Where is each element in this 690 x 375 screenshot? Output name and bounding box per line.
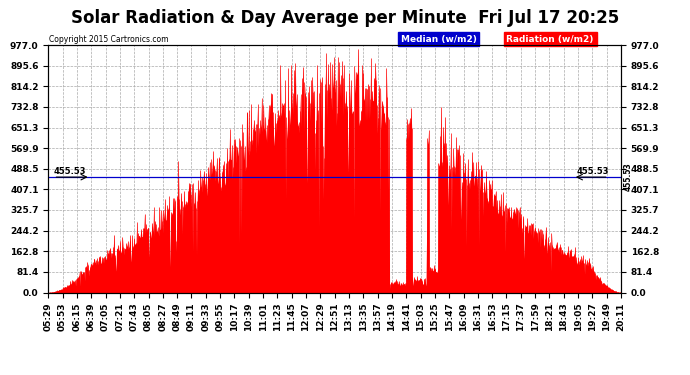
Text: 455.53: 455.53 xyxy=(576,167,609,176)
Text: 455.53: 455.53 xyxy=(624,163,633,192)
Text: Radiation (w/m2): Radiation (w/m2) xyxy=(506,35,594,44)
Text: 455.53: 455.53 xyxy=(54,167,86,176)
Text: Solar Radiation & Day Average per Minute  Fri Jul 17 20:25: Solar Radiation & Day Average per Minute… xyxy=(71,9,619,27)
Text: Median (w/m2): Median (w/m2) xyxy=(400,35,476,44)
Text: Copyright 2015 Cartronics.com: Copyright 2015 Cartronics.com xyxy=(49,35,168,44)
